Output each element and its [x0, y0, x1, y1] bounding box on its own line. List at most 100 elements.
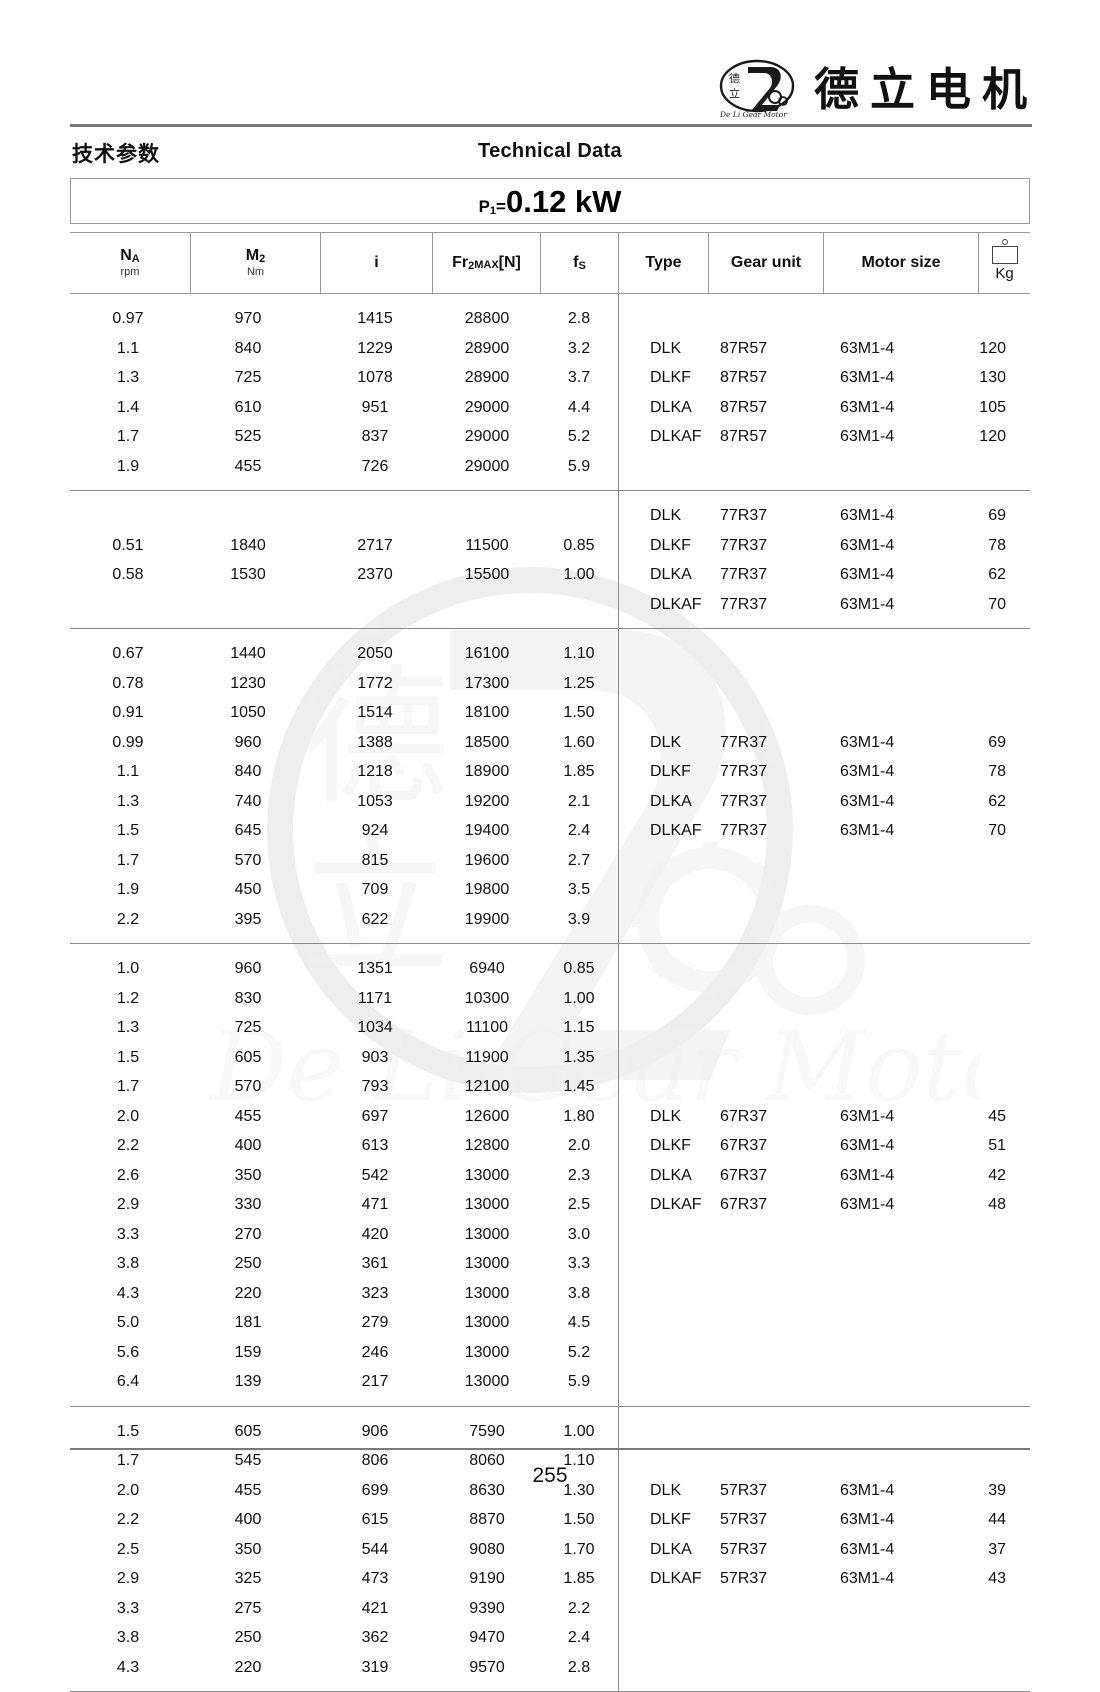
cell-fr: 28900: [432, 363, 542, 393]
cell-i: 2717: [320, 531, 430, 561]
cell-i: 323: [320, 1279, 430, 1309]
svg-text:德: 德: [729, 71, 740, 85]
cell-motor: 63M1-4: [840, 728, 950, 758]
cell-na: 4.3: [70, 1653, 186, 1683]
power-rating-banner: P1=0.12 kW: [70, 178, 1030, 224]
cell-m2: 1050: [190, 698, 306, 728]
cell-i: 361: [320, 1249, 430, 1279]
cell-m2: 275: [190, 1594, 306, 1624]
cell-m2: 1840: [190, 531, 306, 561]
cell-motor: 63M1-4: [840, 422, 950, 452]
cell-na: 5.6: [70, 1338, 186, 1368]
col-header-m2: M2 Nm: [190, 233, 320, 293]
cell-m2: 605: [190, 1043, 306, 1073]
cell-fr: 29000: [432, 422, 542, 452]
cell-m2: 450: [190, 875, 306, 905]
cell-gear: 87R57: [720, 422, 820, 452]
cell-m2: 570: [190, 846, 306, 876]
cell-i: 613: [320, 1131, 430, 1161]
cell-i: 471: [320, 1190, 430, 1220]
cell-fs: 2.0: [540, 1131, 618, 1161]
cell-m2: 181: [190, 1308, 306, 1338]
cell-fs: 4.5: [540, 1308, 618, 1338]
cell-kg: 120: [948, 422, 1006, 452]
cell-fs: 1.50: [540, 698, 618, 728]
cell-i: 1171: [320, 984, 430, 1014]
cell-fr: 13000: [432, 1338, 542, 1368]
cell-na: 1.3: [70, 1013, 186, 1043]
cell-fr: 9570: [432, 1653, 542, 1683]
cell-i: 1078: [320, 363, 430, 393]
cell-na: 2.2: [70, 905, 186, 935]
col-header-motor-size: Motor size: [823, 233, 978, 293]
cell-i: 544: [320, 1535, 430, 1565]
cell-fr: 28800: [432, 304, 542, 334]
cell-m2: 395: [190, 905, 306, 935]
cell-m2: 525: [190, 422, 306, 452]
cell-fs: 3.0: [540, 1220, 618, 1250]
cell-kg: 120: [948, 334, 1006, 364]
cell-na: 2.2: [70, 1131, 186, 1161]
cell-fs: 0.85: [540, 954, 618, 984]
power-symbol: P1=: [479, 198, 506, 215]
cell-fs: 5.9: [540, 452, 618, 482]
cell-fs: 5.2: [540, 422, 618, 452]
cell-kg: 42: [948, 1161, 1006, 1191]
cell-i: 726: [320, 452, 430, 482]
cell-m2: 605: [190, 1417, 306, 1447]
cell-m2: 455: [190, 452, 306, 482]
cell-fr: 18100: [432, 698, 542, 728]
cell-fs: 1.00: [540, 560, 618, 590]
cell-fs: 1.00: [540, 984, 618, 1014]
cell-fs: 3.5: [540, 875, 618, 905]
cell-gear: 87R57: [720, 334, 820, 364]
cell-m2: 220: [190, 1279, 306, 1309]
cell-fr: 19600: [432, 846, 542, 876]
cell-fr: 17300: [432, 669, 542, 699]
cell-m2: 400: [190, 1131, 306, 1161]
cell-fs: 1.85: [540, 757, 618, 787]
cell-fr: 19800: [432, 875, 542, 905]
cell-na: 1.5: [70, 1417, 186, 1447]
cell-fr: 9470: [432, 1623, 542, 1653]
cell-gear: 87R57: [720, 393, 820, 423]
cell-i: 1053: [320, 787, 430, 817]
cell-m2: 1440: [190, 639, 306, 669]
cell-na: 2.9: [70, 1564, 186, 1594]
cell-fr: 13000: [432, 1220, 542, 1250]
cell-na: 1.5: [70, 816, 186, 846]
cell-i: 420: [320, 1220, 430, 1250]
cell-na: 1.5: [70, 1043, 186, 1073]
cell-gear: 87R57: [720, 363, 820, 393]
cell-na: 1.3: [70, 363, 186, 393]
cell-m2: 840: [190, 757, 306, 787]
cell-fr: 13000: [432, 1249, 542, 1279]
cell-kg: 37: [948, 1535, 1006, 1565]
svg-text:立: 立: [729, 86, 740, 100]
cell-i: 1388: [320, 728, 430, 758]
cell-na: 4.3: [70, 1279, 186, 1309]
cell-gear: 77R37: [720, 757, 820, 787]
cell-gear: 77R37: [720, 787, 820, 817]
cell-na: 1.7: [70, 1072, 186, 1102]
